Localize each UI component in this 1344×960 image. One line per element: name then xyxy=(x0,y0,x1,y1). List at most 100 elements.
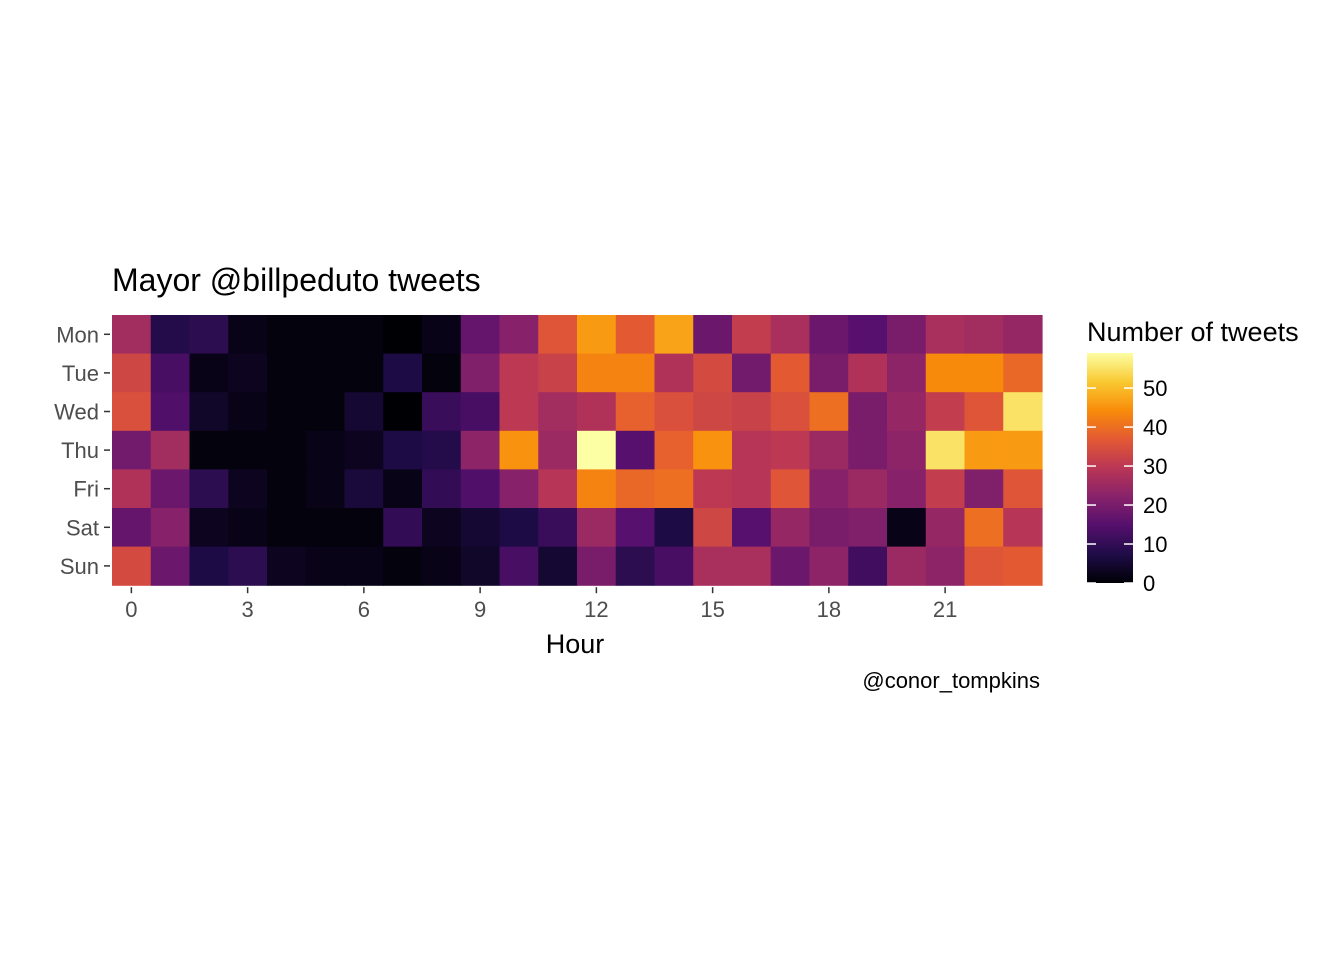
cell-fri-19 xyxy=(848,469,888,509)
cell-thu-21 xyxy=(925,430,966,470)
cell-mon-19 xyxy=(848,315,888,355)
cell-thu-1 xyxy=(150,430,191,470)
cell-sat-22 xyxy=(964,508,1004,548)
cell-sun-18 xyxy=(809,546,849,586)
cell-fri-3 xyxy=(228,469,268,509)
cell-sun-19 xyxy=(848,546,888,586)
legend-title: Number of tweets xyxy=(1087,317,1299,347)
cell-mon-7 xyxy=(383,315,423,355)
cell-fri-17 xyxy=(770,469,811,509)
cell-tue-16 xyxy=(732,353,772,393)
cell-sun-13 xyxy=(615,546,656,586)
cell-tue-10 xyxy=(499,353,539,393)
x-axis: 0 3 6 9 12 15 18 21 xyxy=(125,587,957,622)
cell-sat-11 xyxy=(538,508,578,548)
cell-mon-9 xyxy=(460,315,501,355)
legend-label-50: 50 xyxy=(1143,376,1167,401)
cell-thu-19 xyxy=(848,430,888,470)
cell-sun-14 xyxy=(654,546,694,586)
cell-wed-18 xyxy=(809,392,849,432)
cell-fri-2 xyxy=(189,469,229,509)
cell-tue-0 xyxy=(112,353,152,393)
cell-thu-12 xyxy=(577,430,617,470)
cell-mon-10 xyxy=(499,315,539,355)
cell-sun-1 xyxy=(150,546,191,586)
cell-sun-10 xyxy=(499,546,539,586)
y-tick-label-thu: Thu xyxy=(61,438,99,463)
x-tick-label-12: 12 xyxy=(584,597,608,622)
legend-label-0: 0 xyxy=(1143,571,1155,596)
cell-sun-5 xyxy=(305,546,346,586)
cell-thu-10 xyxy=(499,430,539,470)
cell-thu-23 xyxy=(1003,430,1043,470)
cell-thu-13 xyxy=(615,430,656,470)
cell-sun-8 xyxy=(422,546,462,586)
cell-wed-21 xyxy=(925,392,966,432)
cell-thu-9 xyxy=(460,430,501,470)
cell-sun-17 xyxy=(770,546,811,586)
cell-tue-17 xyxy=(770,353,811,393)
cell-fri-15 xyxy=(693,469,733,509)
cell-wed-5 xyxy=(305,392,346,432)
cell-fri-20 xyxy=(887,469,927,509)
cell-mon-21 xyxy=(925,315,966,355)
cell-tue-1 xyxy=(150,353,191,393)
cell-tue-7 xyxy=(383,353,423,393)
cell-tue-20 xyxy=(887,353,927,393)
cell-sun-21 xyxy=(925,546,966,586)
cell-wed-13 xyxy=(615,392,656,432)
cell-mon-6 xyxy=(344,315,384,355)
cell-mon-17 xyxy=(770,315,811,355)
cell-fri-5 xyxy=(305,469,346,509)
cell-tue-11 xyxy=(538,353,578,393)
cell-sat-19 xyxy=(848,508,888,548)
cell-wed-19 xyxy=(848,392,888,432)
legend-label-30: 30 xyxy=(1143,454,1167,479)
y-tick-label-tue: Tue xyxy=(62,361,99,386)
x-tick-label-18: 18 xyxy=(817,597,841,622)
cell-fri-9 xyxy=(460,469,501,509)
cell-sat-18 xyxy=(809,508,849,548)
legend-label-10: 10 xyxy=(1143,532,1167,557)
cell-wed-11 xyxy=(538,392,578,432)
cell-thu-14 xyxy=(654,430,694,470)
cell-mon-23 xyxy=(1003,315,1043,355)
cell-sun-4 xyxy=(267,546,307,586)
x-axis-title: Hour xyxy=(546,629,605,659)
cell-sat-23 xyxy=(1003,508,1043,548)
cell-fri-1 xyxy=(150,469,191,509)
cell-wed-7 xyxy=(383,392,423,432)
cell-sat-9 xyxy=(460,508,501,548)
cell-sat-16 xyxy=(732,508,772,548)
cell-mon-13 xyxy=(615,315,656,355)
cell-thu-17 xyxy=(770,430,811,470)
cell-fri-21 xyxy=(925,469,966,509)
cell-tue-8 xyxy=(422,353,462,393)
cell-fri-11 xyxy=(538,469,578,509)
cell-sat-13 xyxy=(615,508,656,548)
x-tick-label-6: 6 xyxy=(358,597,370,622)
cell-tue-12 xyxy=(577,353,617,393)
cell-fri-14 xyxy=(654,469,694,509)
cell-mon-11 xyxy=(538,315,578,355)
x-tick-label-15: 15 xyxy=(700,597,724,622)
cell-fri-8 xyxy=(422,469,462,509)
cell-sat-15 xyxy=(693,508,733,548)
cell-sat-6 xyxy=(344,508,384,548)
cell-wed-1 xyxy=(150,392,191,432)
cell-sat-0 xyxy=(112,508,152,548)
cell-tue-19 xyxy=(848,353,888,393)
cell-thu-15 xyxy=(693,430,733,470)
color-legend: Number of tweets 0 10 20 30 40 50 xyxy=(1087,317,1299,596)
cell-sun-3 xyxy=(228,546,268,586)
cell-sun-12 xyxy=(577,546,617,586)
cell-thu-11 xyxy=(538,430,578,470)
cell-fri-4 xyxy=(267,469,307,509)
cell-wed-20 xyxy=(887,392,927,432)
x-tick-label-21: 21 xyxy=(933,597,957,622)
cell-wed-16 xyxy=(732,392,772,432)
cell-sat-12 xyxy=(577,508,617,548)
cell-mon-5 xyxy=(305,315,346,355)
cell-wed-17 xyxy=(770,392,811,432)
cell-mon-20 xyxy=(887,315,927,355)
